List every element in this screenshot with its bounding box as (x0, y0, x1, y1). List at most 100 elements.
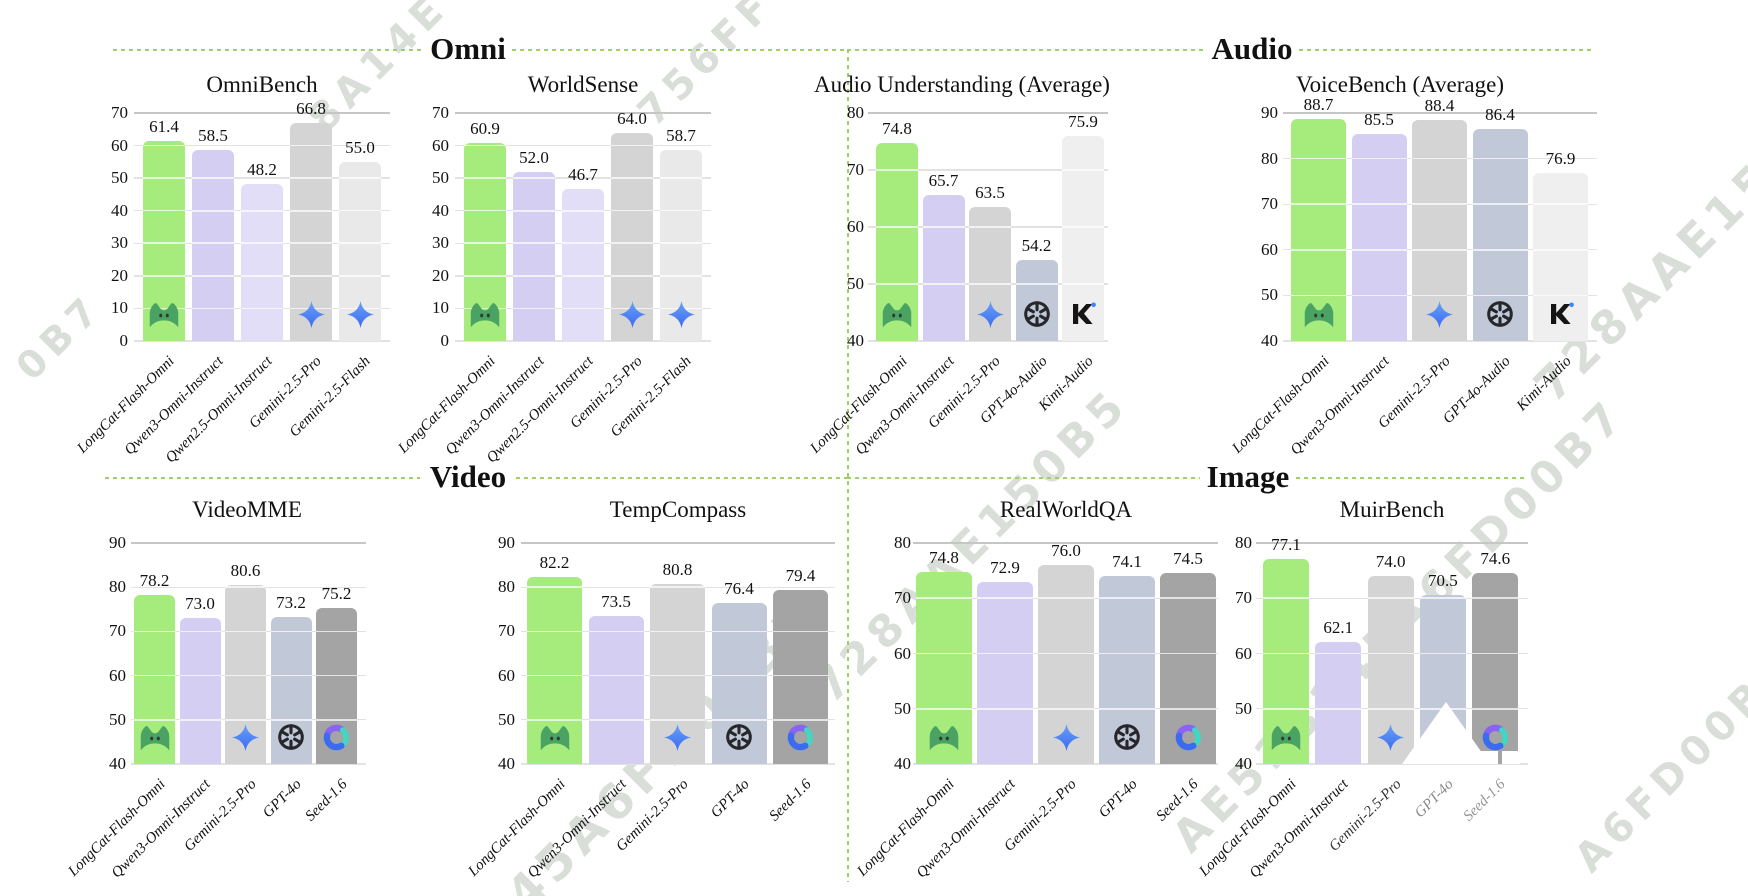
gemini-icon (660, 720, 696, 754)
gridline (521, 763, 835, 765)
bar-gridline-overlay (339, 275, 381, 277)
bar-value-label: 74.0 (1375, 552, 1406, 572)
bar-gridline-overlay (241, 242, 283, 245)
bar-gridline-overlay (1351, 248, 1407, 251)
gemini-icon (342, 297, 378, 331)
bar-gridline-overlay (977, 707, 1033, 710)
longcat-icon (537, 720, 573, 754)
y-tick-label: 50 (432, 168, 449, 188)
bar-gridline-overlay (1412, 157, 1467, 160)
bar-value-label: 76.4 (724, 579, 754, 599)
gridline (134, 112, 390, 114)
bar-gridline-overlay (1472, 597, 1519, 600)
bar-gridline-overlay (1263, 652, 1309, 655)
y-tick-label: 60 (111, 135, 128, 155)
bar-gridline-overlay (1263, 597, 1309, 600)
y-tick-label: 70 (109, 621, 126, 641)
bar (316, 608, 357, 764)
y-tick-label: 70 (432, 103, 449, 122)
section-rule-omni-right (512, 49, 847, 51)
bar-gridline-overlay (588, 630, 644, 633)
bar-gridline-overlay (1472, 707, 1519, 710)
bar (513, 171, 555, 341)
bar (773, 589, 828, 764)
bar (1351, 133, 1407, 341)
bar-value-label: 88.7 (1303, 94, 1334, 114)
bar-gridline-overlay (241, 209, 283, 212)
bar-value-label: 74.1 (1112, 551, 1142, 571)
bar (270, 617, 312, 764)
bar (876, 142, 918, 341)
seed-icon (1170, 720, 1206, 754)
bar-gridline-overlay (876, 226, 918, 228)
bar-gridline-overlay (241, 307, 283, 310)
bar-gridline-overlay (588, 674, 644, 677)
bar-gridline-overlay (1291, 294, 1346, 297)
gemini-icon (663, 297, 699, 331)
openai-icon (1019, 297, 1055, 331)
gridline (868, 112, 1108, 114)
gridline (455, 177, 711, 179)
y-tick-label: 90 (1261, 103, 1278, 122)
section-title-video: Video (429, 459, 507, 494)
section-rule-image-left (847, 477, 1200, 479)
openai-icon (273, 720, 309, 754)
section-rule-omni-left (113, 49, 424, 51)
section-rule-video-right (516, 477, 847, 479)
section-title-image: Image (1206, 459, 1290, 494)
bar-gridline-overlay (513, 275, 555, 277)
watermark-text: A6FD00B7 (1566, 644, 1748, 882)
bar-value-label: 88.4 (1424, 96, 1455, 116)
bar-gridline-overlay (290, 177, 332, 179)
y-tick-label: 90 (109, 533, 126, 552)
y-tick-label: 40 (894, 754, 911, 773)
y-tick-label: 70 (498, 621, 515, 641)
bar-gridline-overlay (1367, 597, 1414, 600)
bar-gridline-overlay (660, 242, 702, 245)
bar-gridline-overlay (1412, 294, 1467, 297)
bar-value-label: 74.8 (882, 118, 912, 138)
y-tick-label: 80 (1261, 148, 1278, 168)
bar-gridline-overlay (192, 177, 234, 179)
bar-gridline-overlay (339, 242, 381, 245)
bar-gridline-overlay (1351, 203, 1407, 205)
bar-value-label: 64.0 (617, 108, 647, 128)
chart-title: RealWorldQA (999, 497, 1133, 522)
longcat-icon (926, 720, 962, 754)
bar-value-label: 66.8 (296, 99, 326, 119)
bar (192, 150, 234, 341)
bar-gridline-overlay (225, 630, 266, 633)
y-tick-label: 0 (440, 331, 450, 350)
bar-gridline-overlay (1291, 248, 1346, 251)
bar-gridline-overlay (1062, 283, 1104, 285)
bar-gridline-overlay (464, 307, 506, 310)
y-tick-label: 40 (111, 200, 128, 220)
bar-value-label: 73.2 (276, 593, 306, 613)
bar-value-label: 78.2 (139, 571, 170, 591)
bar-gridline-overlay (316, 674, 357, 677)
bar-gridline-overlay (143, 177, 185, 179)
bar-gridline-overlay (1263, 707, 1309, 710)
bar-value-label: 76.0 (1051, 541, 1081, 561)
bar-value-label: 55.0 (345, 137, 375, 157)
y-tick-label: 50 (1261, 285, 1278, 305)
gridline (134, 177, 390, 179)
bar (562, 188, 604, 341)
y-tick-label: 50 (111, 168, 128, 188)
longcat-icon (1268, 720, 1304, 754)
bar-gridline-overlay (977, 652, 1033, 655)
bar-gridline-overlay (562, 209, 604, 212)
y-tick-label: 60 (432, 135, 449, 155)
bar-gridline-overlay (134, 674, 175, 677)
bar-gridline-overlay (1412, 203, 1467, 205)
bar-value-label: 75.9 (1068, 112, 1098, 132)
bar-gridline-overlay (316, 718, 357, 721)
bar-value-label: 54.2 (1021, 236, 1052, 256)
bar-gridline-overlay (1533, 248, 1588, 251)
bar-value-label: 85.5 (1364, 109, 1394, 129)
bar-gridline-overlay (650, 630, 705, 633)
gridline (868, 340, 1108, 342)
bar-gridline-overlay (1038, 597, 1094, 600)
bar-value-label: 58.7 (666, 125, 696, 145)
y-tick-label: 50 (847, 274, 864, 293)
